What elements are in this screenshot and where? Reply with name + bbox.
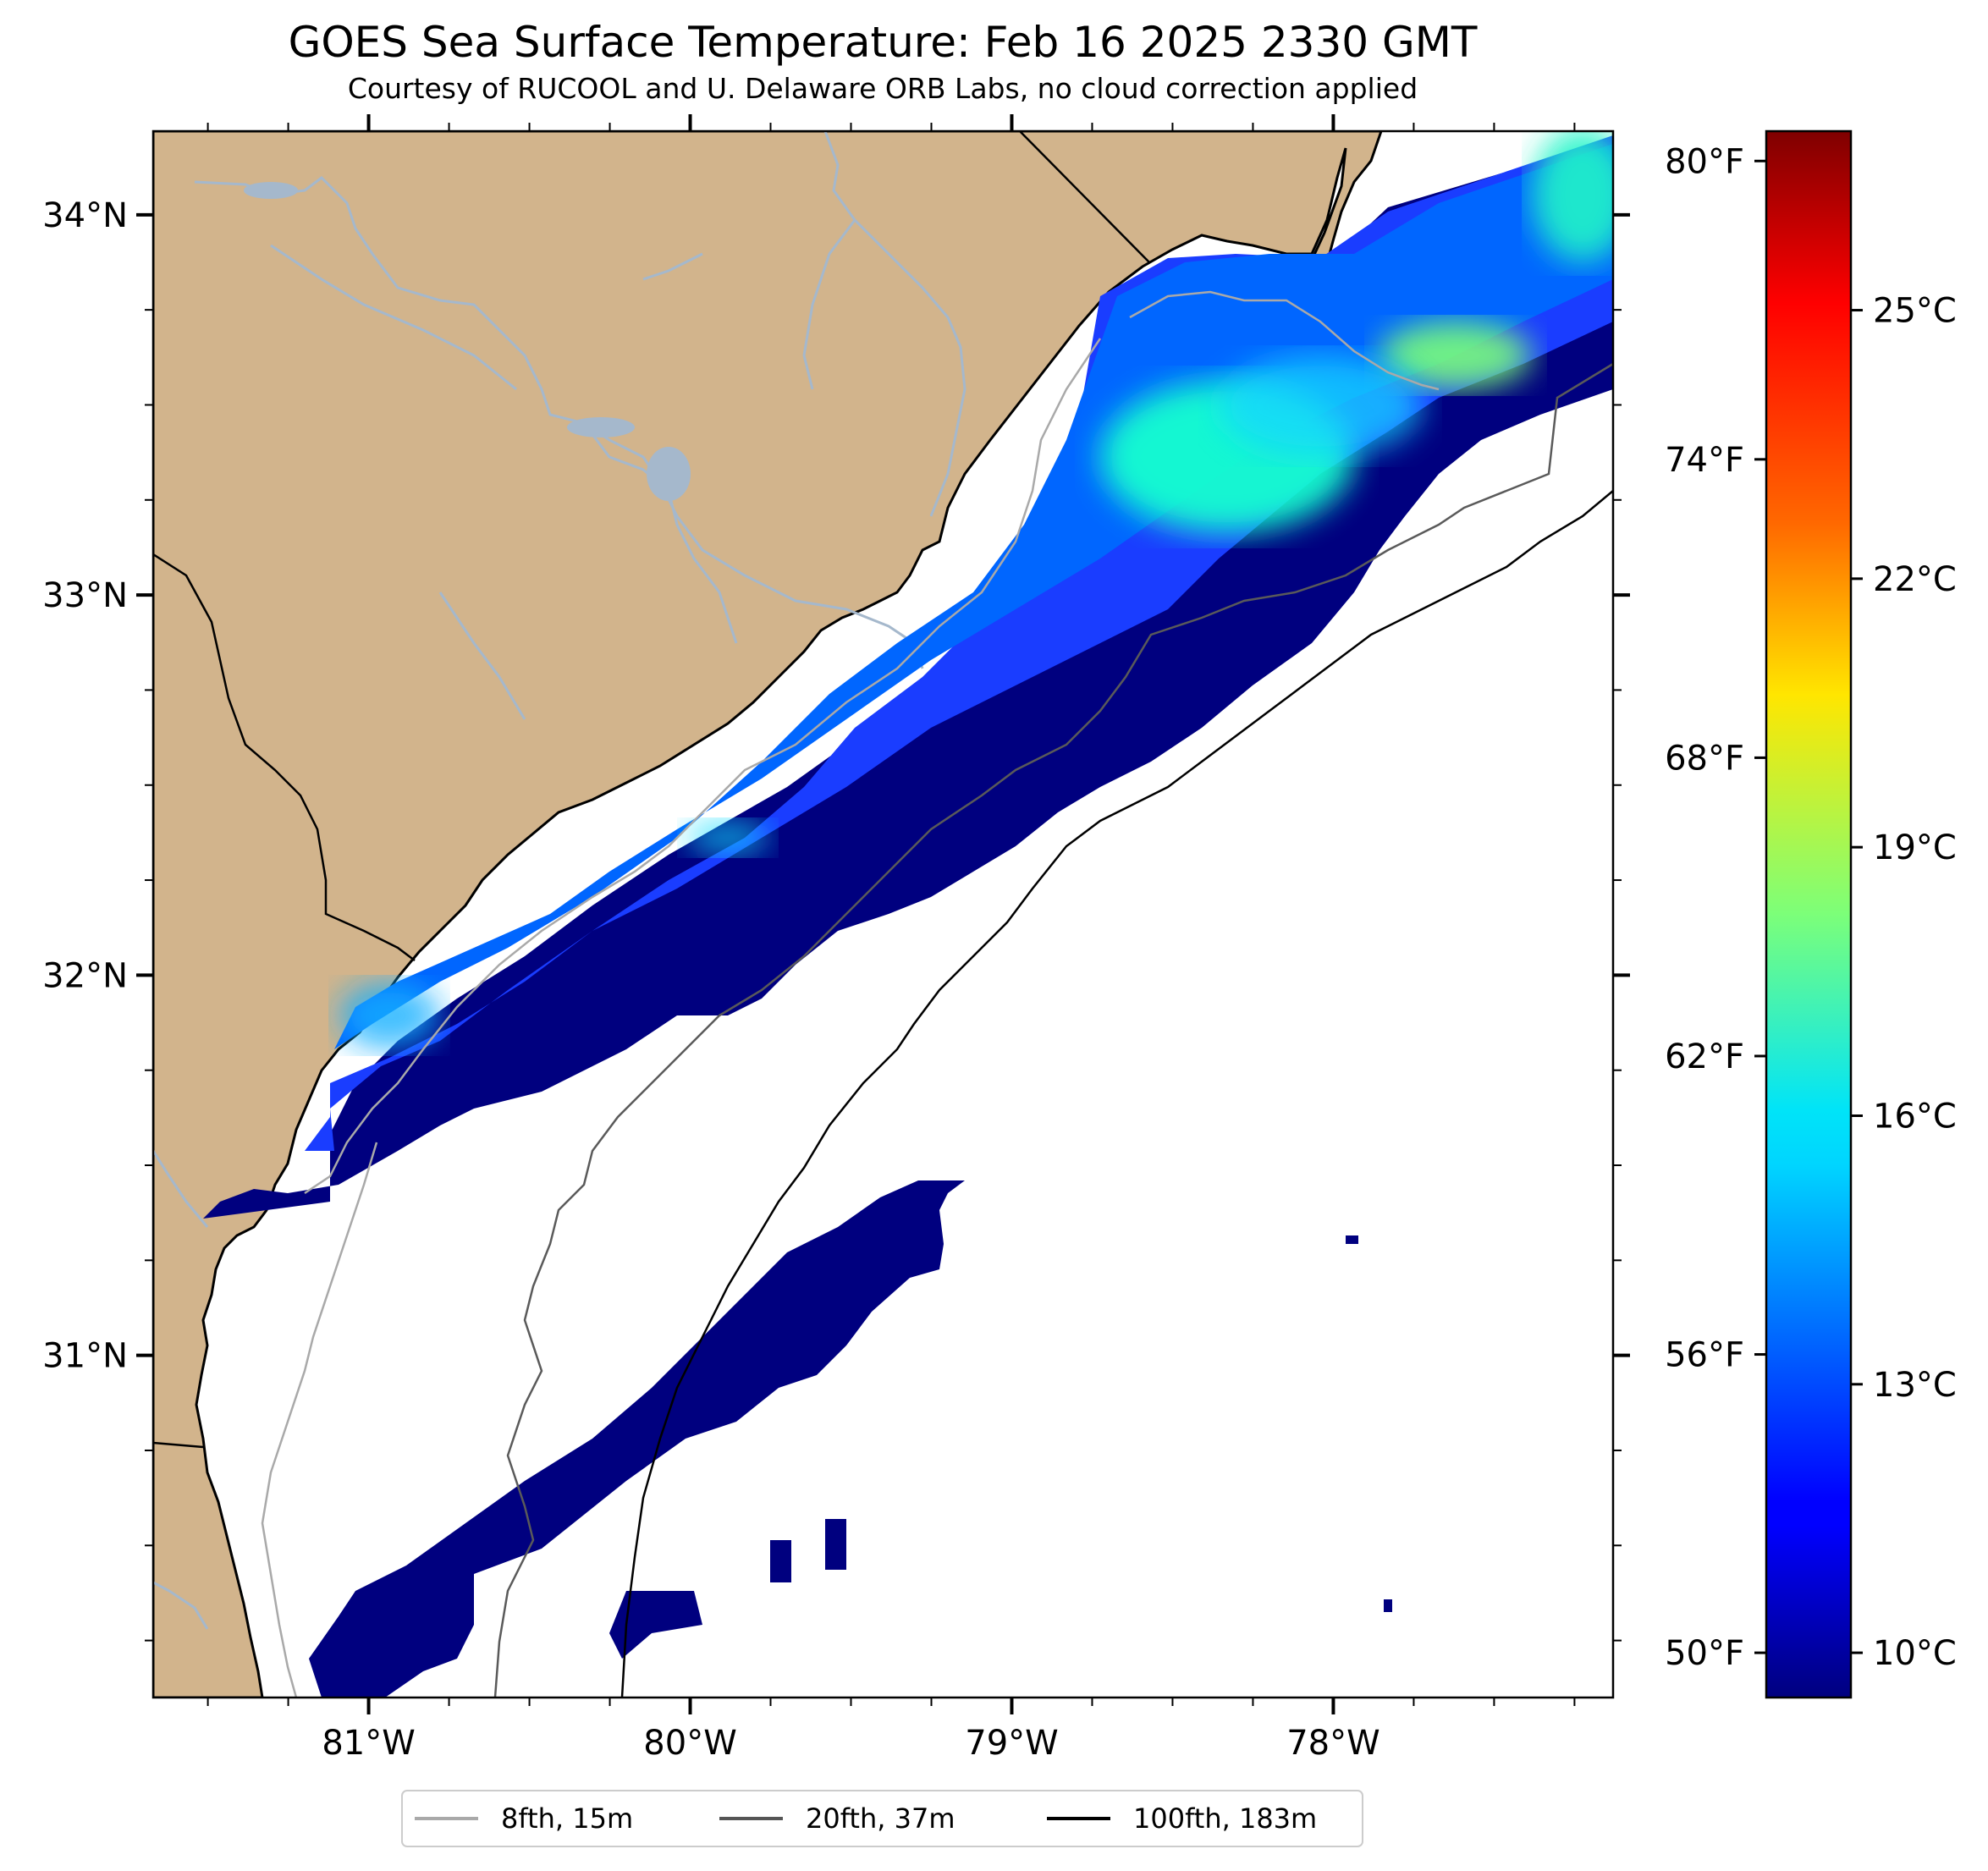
legend-label-20fth: 20fth, 37m	[806, 1802, 955, 1835]
legend-label-8fth: 8fth, 15m	[501, 1802, 633, 1835]
lon-tick-label: 79°W	[965, 1724, 1058, 1763]
colorbar-gradient	[1765, 129, 1853, 1699]
fahrenheit-tick-label: 62°F	[1665, 1037, 1744, 1076]
map-frame	[151, 129, 1615, 1699]
colorbar: 10°C 13°C 16°C 19°C 22°C 25°C 50°F 56°F 62°F 68°F…	[1665, 129, 1957, 1699]
sst-small-patch	[770, 1540, 791, 1582]
celsius-tick-label: 19°C	[1873, 828, 1957, 867]
lat-tick-label: 34°N	[42, 196, 128, 235]
sst-small-patch	[825, 1519, 846, 1570]
fahrenheit-tick-label: 68°F	[1665, 739, 1744, 778]
lake	[244, 182, 298, 199]
fahrenheit-tick-label: 80°F	[1665, 142, 1744, 181]
map-ticks: 81°W 80°W 79°W 78°W 34°N 33°N 32°N 31°N	[42, 114, 1630, 1763]
sst-warm-core	[686, 821, 770, 855]
sst-warm-core	[1532, 131, 1613, 262]
legend-label-100fth: 100fth, 183m	[1133, 1802, 1317, 1835]
isobath-20fth	[493, 362, 1613, 1698]
isobath-8fth	[261, 290, 1440, 1698]
sst-small-patch	[1346, 1235, 1358, 1244]
state-border	[153, 1441, 204, 1449]
fahrenheit-tick-label: 56°F	[1665, 1336, 1744, 1375]
lon-tick-label: 80°W	[643, 1724, 736, 1763]
sst-warm-core	[1379, 322, 1532, 389]
sst-small-patch	[1384, 1599, 1392, 1612]
celsius-tick-label: 25°C	[1873, 292, 1957, 331]
fahrenheit-tick-label: 74°F	[1665, 441, 1744, 480]
map-subtitle: Courtesy of RUCOOL and U. Delaware ORB L…	[348, 72, 1418, 105]
colorbar-ticks: 10°C 13°C 16°C 19°C 22°C 25°C 50°F 56°F 62°F 68°F…	[1665, 142, 1957, 1673]
lat-tick-label: 32°N	[42, 956, 128, 995]
celsius-tick-label: 16°C	[1873, 1097, 1957, 1136]
celsius-tick-label: 10°C	[1873, 1634, 1957, 1673]
lake	[567, 417, 635, 437]
state-border	[153, 553, 416, 961]
lat-tick-label: 31°N	[42, 1337, 128, 1376]
celsius-tick-label: 13°C	[1873, 1366, 1957, 1405]
legend-box	[401, 1790, 1363, 1847]
lake	[647, 447, 691, 501]
sst-warm-core	[339, 982, 440, 1049]
legend: 8fth, 15m 20fth, 37m 100fth, 183m	[401, 1790, 1363, 1847]
sst-offshore-patch	[309, 1180, 965, 1698]
sst-small-patch	[609, 1591, 702, 1659]
lat-tick-label: 33°N	[42, 576, 128, 615]
map-area: 81°W 80°W 79°W 78°W 34°N 33°N 32°N 31°N	[42, 114, 1630, 1763]
state-border	[1019, 131, 1150, 263]
rivers	[153, 131, 966, 1630]
isobath-100fth	[620, 490, 1613, 1698]
celsius-tick-label: 22°C	[1873, 560, 1957, 599]
fahrenheit-tick-label: 50°F	[1665, 1634, 1744, 1673]
lon-tick-label: 78°W	[1286, 1724, 1379, 1763]
map-title: GOES Sea Surface Temperature: Feb 16 202…	[289, 18, 1478, 67]
sst-warm-core	[1219, 355, 1422, 457]
lon-tick-label: 81°W	[322, 1724, 415, 1763]
sst-gradient	[305, 131, 1613, 1151]
